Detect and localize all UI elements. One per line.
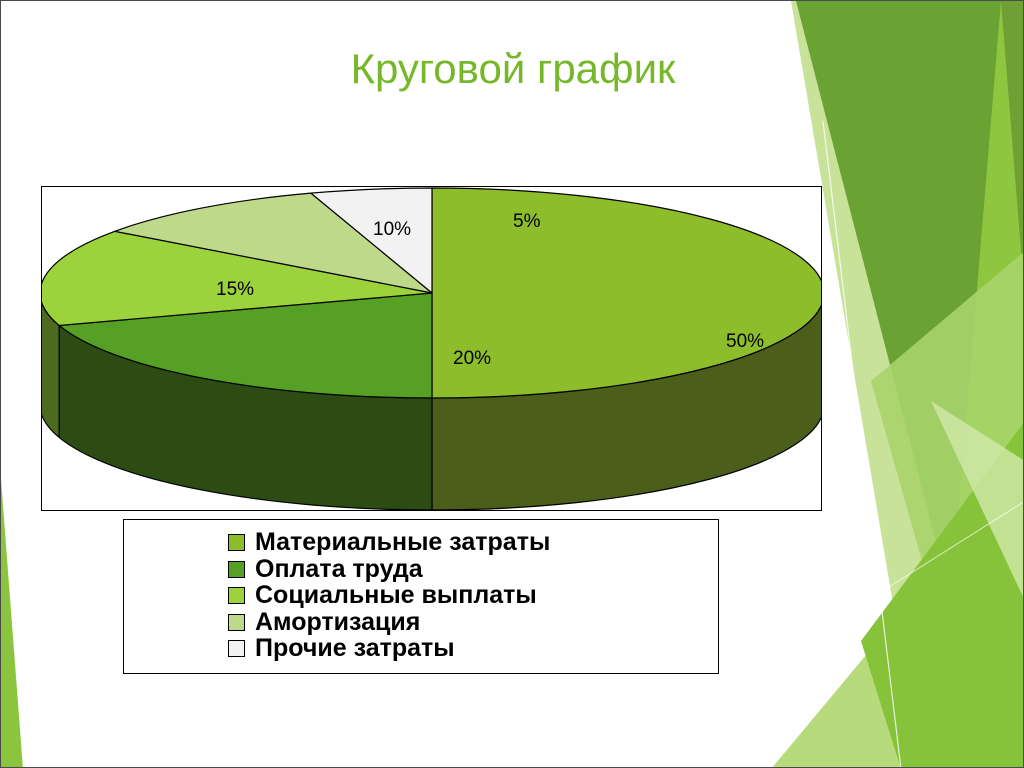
pie-label-1: 20% — [453, 348, 491, 369]
legend-label-4: Прочие затраты — [255, 634, 455, 662]
deco-line-2 — [603, 501, 1023, 767]
deco-shape-4 — [1001, 1, 1023, 276]
legend-label-1: Оплата труда — [255, 554, 423, 583]
pie-label-4: 5% — [513, 211, 541, 232]
legend-swatch-3 — [228, 613, 245, 631]
deco-shape-left — [1, 479, 23, 767]
pie-slice-0 — [431, 187, 821, 399]
legend-item-0: Материальные затраты — [228, 530, 550, 555]
pie-slice-1 — [57, 292, 433, 399]
legend-swatch-2 — [228, 587, 245, 604]
legend-swatch-4 — [228, 640, 245, 657]
deco-line-1 — [822, 120, 902, 767]
legend-item-3: Амортизация — [228, 607, 421, 636]
legend-label-2: Социальные выплаты — [255, 581, 537, 609]
pie-slice-3 — [112, 192, 433, 294]
legend-item-4: Прочие затраты — [228, 636, 455, 661]
legend-swatch-1 — [228, 560, 245, 578]
pie-chart: 50% 20% 15% 10% 5% — [42, 187, 821, 510]
pie-label-2: 15% — [216, 279, 254, 300]
pie-label-3: 10% — [373, 219, 411, 240]
pie-slice-2 — [42, 230, 433, 327]
legend-item-1: Оплата труда — [228, 554, 423, 583]
pie-slice-4 — [309, 187, 433, 295]
chart-frame: 50% 20% 15% 10% 5% — [41, 186, 822, 511]
chart-legend: Материальные затраты Оплата труда Социальн… — [123, 519, 719, 674]
legend-label-3: Амортизация — [255, 607, 421, 636]
legend-swatch-0 — [228, 534, 245, 551]
deco-shape-8 — [931, 401, 1023, 597]
pie-label-0: 50% — [726, 331, 764, 352]
legend-label-0: Материальные затраты — [255, 528, 551, 556]
slide-title: Круговой график — [350, 45, 676, 92]
legend-item-2: Социальные выплаты — [228, 583, 537, 608]
